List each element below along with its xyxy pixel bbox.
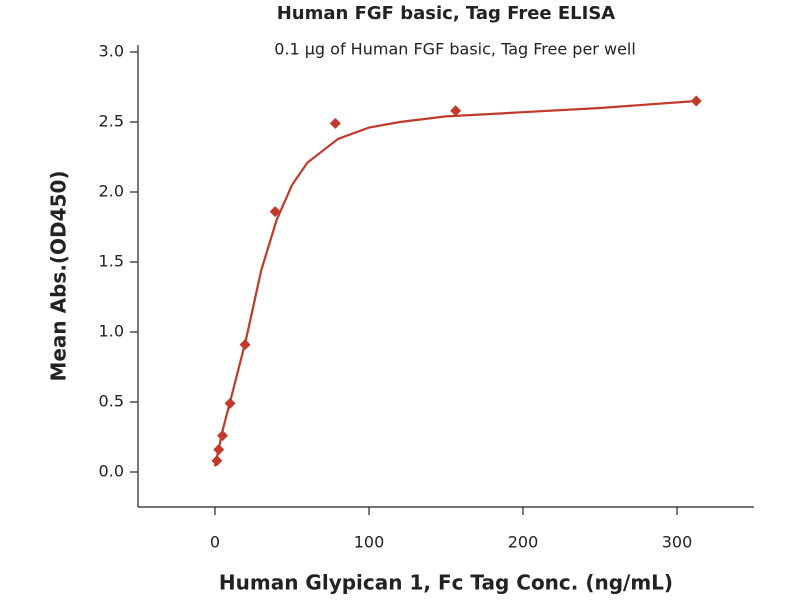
chart-title: Human FGF basic, Tag Free ELISA: [277, 3, 616, 24]
fit-curve: [213, 99, 697, 467]
y-tick-label: 1.0: [99, 322, 124, 341]
y-tick-label: 1.5: [99, 252, 124, 271]
y-tick-label: 0.0: [99, 462, 124, 481]
x-tick-label: 300: [662, 533, 693, 552]
data-point: [224, 397, 236, 409]
y-tick-label: 2.0: [99, 182, 124, 201]
data-point: [269, 206, 281, 218]
data-point: [211, 455, 223, 467]
y-tick-label: 3.0: [99, 42, 124, 61]
data-point: [450, 105, 462, 117]
x-tick-label: 0: [210, 533, 220, 552]
data-point: [690, 95, 702, 107]
y-tick-label: 2.5: [99, 112, 124, 131]
data-point: [217, 430, 229, 442]
chart-subtitle: 0.1 μg of Human FGF basic, Tag Free per …: [274, 40, 636, 59]
x-tick-label: 200: [508, 533, 539, 552]
y-axis-label: Mean Abs.(OD450): [47, 170, 71, 381]
data-point: [239, 339, 251, 351]
x-axis-label: Human Glypican 1, Fc Tag Conc. (ng/mL): [219, 571, 673, 595]
data-point: [329, 117, 341, 129]
x-tick-label: 100: [354, 533, 385, 552]
y-tick-label: 0.5: [99, 392, 124, 411]
data-point: [213, 444, 225, 456]
